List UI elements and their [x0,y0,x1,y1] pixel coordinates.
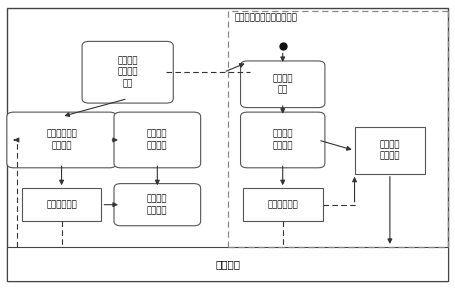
Text: 建立音频
交流收发
线程: 建立音频 交流收发 线程 [117,56,137,88]
FancyBboxPatch shape [354,127,424,174]
Text: 发送数据缓存: 发送数据缓存 [46,200,77,209]
FancyBboxPatch shape [7,8,447,281]
FancyBboxPatch shape [82,42,173,103]
Text: 监听音频接口数据输入线程: 监听音频接口数据输入线程 [234,14,297,23]
Text: 接收数据缓存: 接收数据缓存 [267,200,298,209]
FancyBboxPatch shape [22,188,101,221]
Text: 业务程序
回调函数: 业务程序 回调函数 [379,140,399,161]
FancyBboxPatch shape [240,61,324,108]
FancyBboxPatch shape [114,184,200,226]
FancyBboxPatch shape [114,112,200,168]
Text: 差分曼弗
斯特编码: 差分曼弗 斯特编码 [147,130,167,150]
FancyBboxPatch shape [242,188,322,221]
FancyBboxPatch shape [240,112,324,168]
FancyBboxPatch shape [7,247,447,281]
Text: 业务程序: 业务程序 [215,259,240,269]
Text: 等待读取发送
数据缓存: 等待读取发送 数据缓存 [46,130,77,150]
Text: 音频输入
采样: 音频输入 采样 [272,74,292,95]
FancyBboxPatch shape [7,112,116,168]
Text: 差剦曼弗
斯特解码: 差剦曼弗 斯特解码 [272,130,292,150]
Text: 发送到音
频输出口: 发送到音 频输出口 [147,194,167,215]
